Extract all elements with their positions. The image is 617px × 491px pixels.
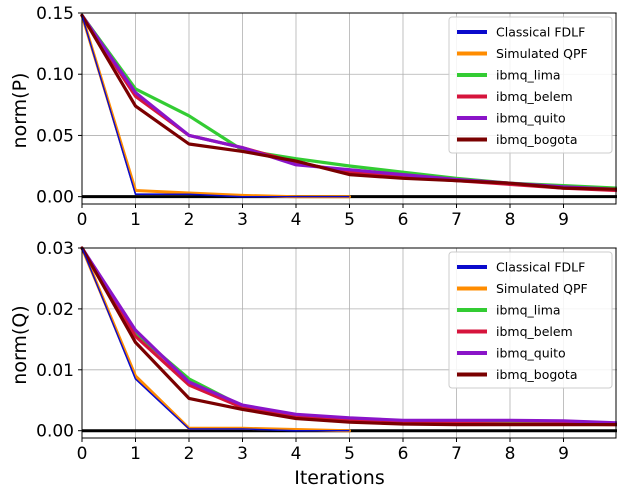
x-tick-label: 1	[130, 444, 141, 464]
y-tick-label: 0.00	[36, 188, 74, 208]
legend-label-2: ibmq_lima	[496, 68, 561, 83]
legend: Classical FDLF Simulated QPF ibmq_limaibmq…	[448, 16, 613, 154]
legend: Classical FDLF Simulated QPF ibmq_limaibmq…	[448, 251, 613, 389]
series-line-overlay-0	[81, 15, 350, 198]
series-line-0	[81, 14, 351, 198]
legend-box	[448, 16, 613, 154]
y-axis-label: norm(P)	[9, 73, 31, 149]
legend-label-4: ibmq_quito	[496, 111, 566, 126]
legend-label-1: Simulated QPF	[496, 46, 588, 61]
x-tick-label: 4	[291, 444, 302, 464]
legend-label-5: ibmq_bogota	[496, 132, 578, 147]
series-line-5	[80, 13, 617, 191]
y-tick-label: 0.01	[36, 361, 74, 381]
series-line-5	[80, 246, 617, 427]
legend-box	[448, 251, 613, 389]
legend-label-0: Classical FDLF	[496, 25, 585, 40]
x-tick-label: 9	[558, 210, 569, 230]
x-tick-label: 5	[344, 444, 355, 464]
x-tick-label: 8	[505, 210, 516, 230]
y-tick-label: 0.05	[36, 126, 74, 146]
x-tick-label: 9	[558, 444, 569, 464]
y-tick-label: 0.00	[36, 422, 74, 442]
x-tick-label: 3	[237, 210, 248, 230]
x-tick-label: 0	[77, 444, 88, 464]
legend-label-5: ibmq_bogota	[496, 367, 578, 382]
y-tick-label: 0.02	[36, 300, 74, 320]
chart-panel-p: 0 1 2 3 4 5 6 7 8 9 0.00 0.05 0.10 0.15 norm(P) Classic…	[9, 4, 617, 230]
x-tick-label: 1	[130, 210, 141, 230]
x-tick-label: 0	[77, 210, 88, 230]
y-axis-label: norm(Q)	[9, 305, 31, 384]
x-tick-label: 6	[398, 210, 409, 230]
series-line-4	[80, 246, 617, 425]
y-tick-label: 0.10	[36, 65, 74, 85]
legend-label-3: ibmq_belem	[496, 324, 573, 339]
x-tick-label: 2	[184, 210, 195, 230]
chart-panel-q: 0 1 2 3 4 5 6 7 8 9 0.00 0.01 0.02 0.03 norm(Q) Iterati…	[9, 239, 617, 489]
legend-label-2: ibmq_lima	[496, 303, 561, 318]
x-tick-label: 2	[184, 444, 195, 464]
x-tick-label: 6	[398, 444, 409, 464]
y-tick-label: 0.03	[36, 239, 74, 259]
x-tick-label: 7	[451, 444, 462, 464]
x-tick-label: 8	[505, 444, 516, 464]
legend-label-0: Classical FDLF	[496, 260, 585, 275]
series-line-overlay-0	[81, 247, 350, 432]
legend-label-4: ibmq_quito	[496, 346, 566, 361]
series-line-1	[80, 13, 351, 199]
legend-label-1: Simulated QPF	[496, 281, 588, 296]
y-tick-label: 0.15	[36, 4, 74, 24]
x-tick-label: 4	[291, 210, 302, 230]
x-tick-label: 7	[451, 210, 462, 230]
x-axis-label: Iterations	[294, 467, 385, 489]
x-tick-label: 5	[344, 210, 355, 230]
x-tick-label: 3	[237, 444, 248, 464]
legend-label-3: ibmq_belem	[496, 89, 573, 104]
